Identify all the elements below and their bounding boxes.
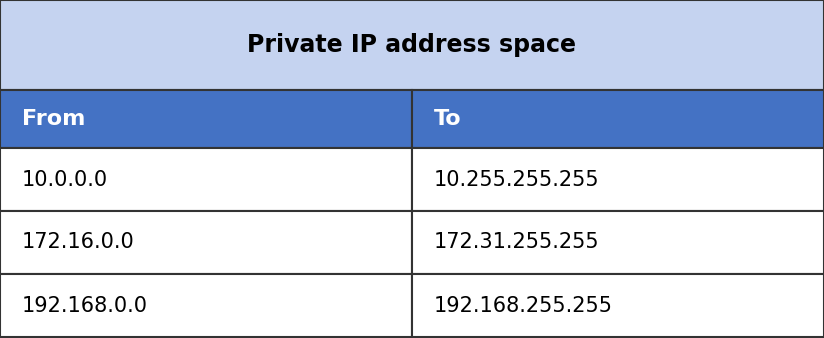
Bar [0,274,412,337]
Bar [0,148,412,211]
Text: To: To [434,109,461,129]
Text: From: From [22,109,86,129]
Text: 192.168.0.0: 192.168.0.0 [22,295,148,315]
Text: 172.16.0.0: 172.16.0.0 [22,233,135,252]
Bar [412,274,824,337]
Text: 192.168.255.255: 192.168.255.255 [434,295,613,315]
Bar [412,211,824,274]
Bar [0,0,824,90]
Text: 10.0.0.0: 10.0.0.0 [22,169,108,190]
Text: 10.255.255.255: 10.255.255.255 [434,169,600,190]
Bar [0,90,412,148]
Text: 172.31.255.255: 172.31.255.255 [434,233,600,252]
Bar [0,211,412,274]
Bar [412,148,824,211]
Bar [412,90,824,148]
Text: Private IP address space: Private IP address space [247,33,577,57]
